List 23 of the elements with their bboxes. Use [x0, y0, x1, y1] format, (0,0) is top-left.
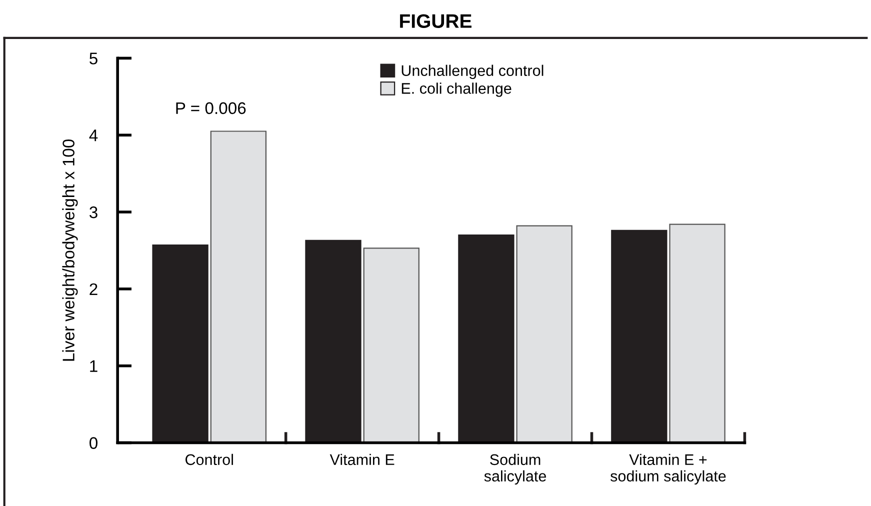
- bar: [210, 130, 267, 443]
- y-tick-label: 1: [90, 360, 98, 372]
- y-tick-label: 4: [89, 130, 98, 142]
- x-tick-label: Vitamin E + sodium salicylate: [610, 454, 726, 485]
- bar: [516, 225, 572, 443]
- annotation: P = 0.006: [176, 102, 246, 114]
- bar: [611, 230, 668, 443]
- bar: [152, 244, 208, 443]
- y-tick-label: 2: [90, 283, 98, 295]
- x-tick-label: Sodium salicylate: [484, 454, 546, 485]
- legend-label: Unchallenged control: [402, 64, 544, 80]
- y-tick-label: 3: [90, 206, 98, 218]
- x-tick-label: Vitamin E: [330, 454, 394, 466]
- bar: [363, 248, 420, 443]
- y-axis-title: Liver weight/bodyweight x 100: [62, 139, 78, 361]
- x-tick-label: Control: [186, 454, 233, 466]
- chart-title: FIGURE: [400, 14, 472, 28]
- y-tick-label: 5: [90, 52, 98, 64]
- bar: [669, 224, 726, 443]
- legend-label: E. coli challenge: [402, 82, 512, 97]
- bar: [305, 240, 362, 443]
- y-tick-label: 0: [90, 437, 98, 449]
- bar: [458, 234, 514, 443]
